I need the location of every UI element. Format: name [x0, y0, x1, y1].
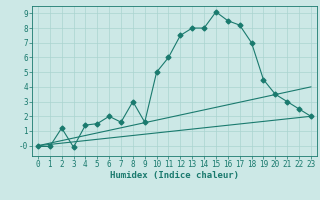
X-axis label: Humidex (Indice chaleur): Humidex (Indice chaleur)	[110, 171, 239, 180]
